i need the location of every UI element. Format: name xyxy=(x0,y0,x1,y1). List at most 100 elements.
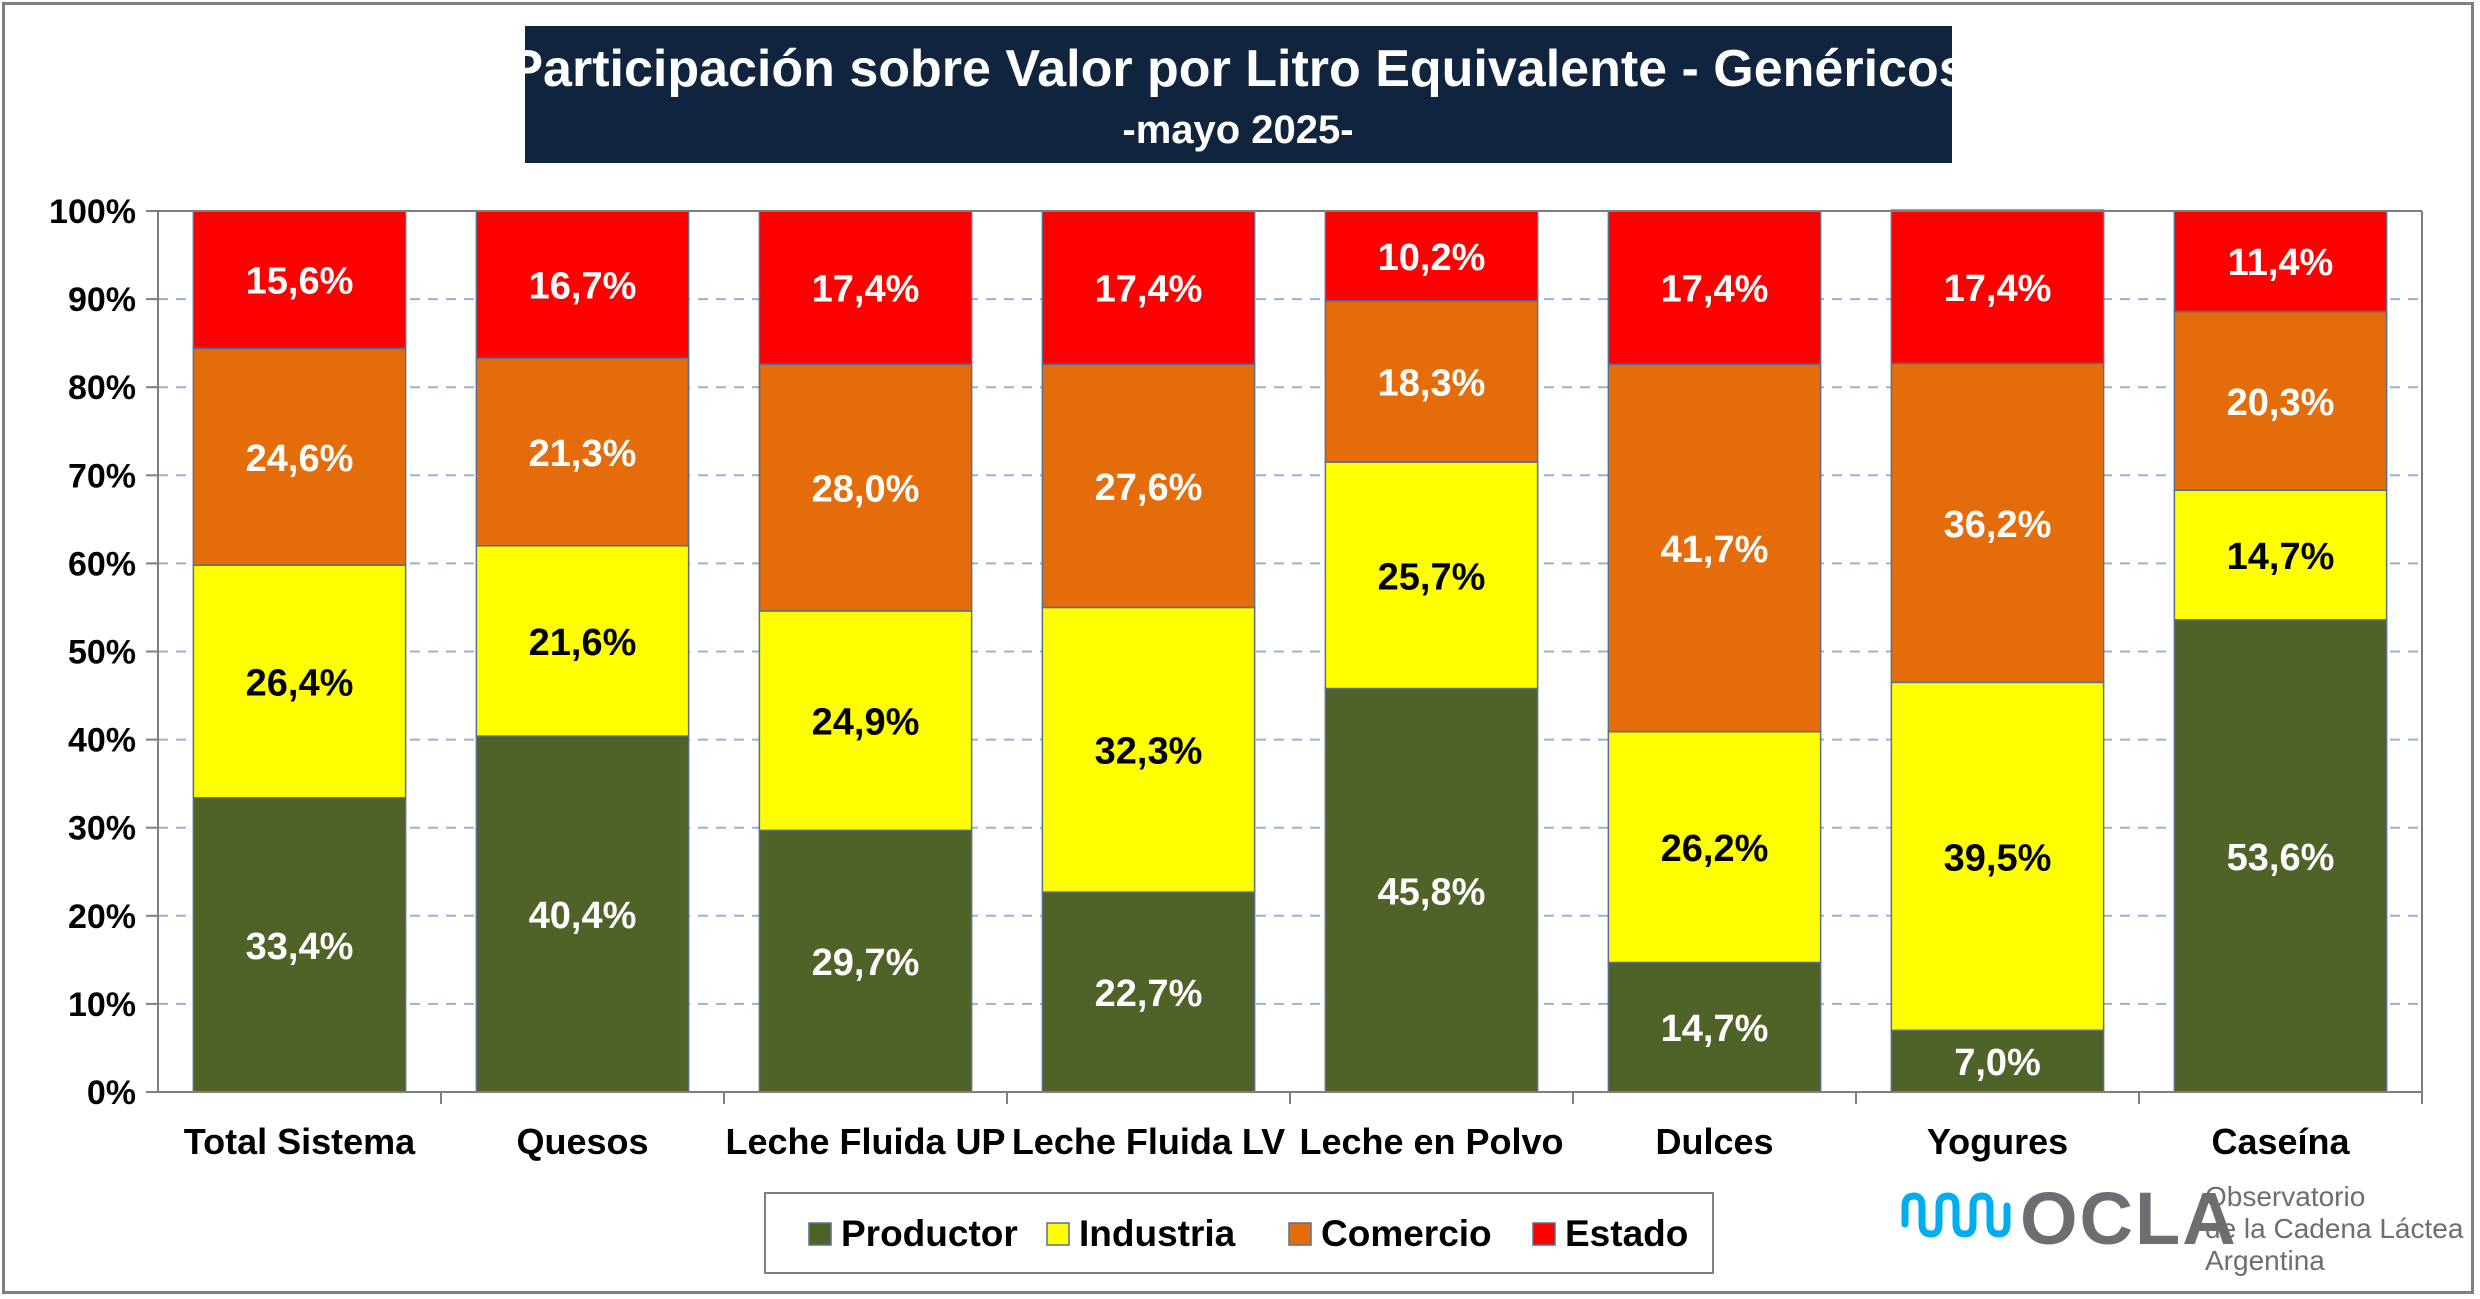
data-label-estado: 17,4% xyxy=(1661,269,1769,311)
data-label-productor: 22,7% xyxy=(1095,973,1203,1015)
data-label-comercio: 41,7% xyxy=(1661,529,1769,571)
logo-line1: Observatorio xyxy=(2205,1181,2365,1212)
data-label-industria: 21,6% xyxy=(529,622,637,664)
bar-segment-estado xyxy=(475,210,690,359)
bar-segment-comercio xyxy=(1324,300,1539,463)
data-label-comercio: 21,3% xyxy=(529,433,637,475)
bar-segment-comercio xyxy=(475,357,690,547)
bar-segment-comercio xyxy=(2173,310,2388,492)
bar-segment-productor xyxy=(1890,1029,2105,1093)
data-label-productor: 7,0% xyxy=(1954,1042,2041,1084)
bar-segment-industria xyxy=(1324,461,1539,690)
y-tick-label: 60% xyxy=(68,545,136,583)
bar-segment-comercio xyxy=(1041,363,1256,609)
bar-segment-comercio xyxy=(1890,362,2105,684)
y-tick-label: 30% xyxy=(68,810,136,848)
y-tick-label: 20% xyxy=(68,898,136,936)
data-label-comercio: 27,6% xyxy=(1095,467,1203,509)
data-label-comercio: 18,3% xyxy=(1378,362,1486,404)
ocla-logo: OCLA Observatorio de la Cadena Láctea Ar… xyxy=(1901,1177,2464,1276)
bar-segment-productor xyxy=(1607,961,1822,1093)
data-label-productor: 40,4% xyxy=(529,895,637,937)
x-tick-label: Caseína xyxy=(2211,1121,2350,1162)
y-tick-label: 40% xyxy=(68,722,136,760)
data-labels: 33,4% 26,4% 24,6% 15,6% 40,4% 21,6% 21,3% 16,7%… xyxy=(246,237,2335,1084)
axes: 0% 10% 20% 30% 40% 50% 60% 70% 80% 90% 100% Total S… xyxy=(49,193,2423,1162)
data-label-productor: 53,6% xyxy=(2227,837,2335,879)
data-label-productor: 14,7% xyxy=(1661,1008,1769,1050)
bar-segment-industria xyxy=(1607,730,1822,964)
y-tick-label: 100% xyxy=(49,193,136,231)
y-tick-label: 0% xyxy=(87,1074,136,1112)
x-tick-label: Leche Fluida UP xyxy=(725,1121,1005,1162)
x-tick-label: Yogures xyxy=(1927,1121,2068,1162)
bar-segment-estado xyxy=(1890,209,2105,365)
data-label-comercio: 20,3% xyxy=(2227,382,2335,424)
legend-label-estado: Estado xyxy=(1565,1213,1688,1254)
data-label-industria: 39,5% xyxy=(1944,837,2052,879)
x-tick-label: Leche en Polvo xyxy=(1299,1121,1563,1162)
data-label-industria: 25,7% xyxy=(1378,556,1486,598)
bar-segment-industria xyxy=(475,545,690,737)
bar-segment-estado xyxy=(2173,210,2388,313)
bar-segment-estado xyxy=(1041,210,1256,366)
x-tick-label: Total Sistema xyxy=(184,1121,416,1162)
ocla-wave-icon xyxy=(1901,1192,2011,1238)
data-label-estado: 17,4% xyxy=(812,269,920,311)
data-label-estado: 15,6% xyxy=(246,261,354,303)
logo-wordmark: OCLA xyxy=(2020,1177,2238,1260)
data-label-productor: 45,8% xyxy=(1378,871,1486,913)
y-tick-label: 70% xyxy=(68,457,136,495)
y-tick-label: 10% xyxy=(68,986,136,1024)
bar-segment-estado xyxy=(758,210,973,366)
chart-title-box: Participación sobre Valor por Litro Equi… xyxy=(508,26,1968,163)
legend-label-industria: Industria xyxy=(1079,1213,1236,1254)
x-tick-label: Dulces xyxy=(1655,1121,1773,1162)
legend-label-productor: Productor xyxy=(841,1213,1018,1254)
bar-segment-industria xyxy=(1041,606,1256,893)
data-label-comercio: 36,2% xyxy=(1944,504,2052,546)
data-label-industria: 32,3% xyxy=(1095,731,1203,773)
legend-swatch-estado xyxy=(1532,1222,1556,1246)
x-tick-label: Leche Fluida LV xyxy=(1012,1121,1285,1162)
legend-swatch-industria xyxy=(1046,1222,1070,1246)
bar-segment-productor xyxy=(475,735,690,1093)
data-label-estado: 16,7% xyxy=(529,266,637,308)
bar-segment-industria xyxy=(192,564,407,799)
data-label-estado: 11,4% xyxy=(2228,242,2334,284)
bar-segment-productor xyxy=(758,829,973,1093)
bar-segment-industria xyxy=(2173,489,2388,621)
logo-line3: Argentina xyxy=(2205,1245,2325,1276)
y-tick-label: 90% xyxy=(68,281,136,319)
data-label-estado: 17,4% xyxy=(1095,269,1203,311)
title-background xyxy=(525,26,1952,163)
chart-title: Participación sobre Valor por Litro Equi… xyxy=(508,40,1967,98)
bar-segment-comercio xyxy=(758,363,973,612)
data-label-estado: 10,2% xyxy=(1378,237,1486,279)
data-label-comercio: 28,0% xyxy=(812,469,920,511)
data-label-industria: 26,4% xyxy=(246,662,354,704)
bar-segment-estado xyxy=(192,210,407,350)
data-label-industria: 24,9% xyxy=(812,702,920,744)
bar-segment-comercio xyxy=(1607,363,1822,733)
data-label-comercio: 24,6% xyxy=(246,438,354,480)
data-label-productor: 33,4% xyxy=(246,926,354,968)
data-label-industria: 14,7% xyxy=(2227,536,2335,578)
y-tick-label: 50% xyxy=(68,634,136,672)
legend-swatch-productor xyxy=(808,1222,832,1246)
data-label-productor: 29,7% xyxy=(812,942,920,984)
bar-segment-productor xyxy=(1041,891,1256,1093)
bar-segment-productor xyxy=(1324,687,1539,1093)
bar-segment-estado xyxy=(1607,210,1822,366)
bar-segment-industria xyxy=(758,610,973,832)
legend-swatch-comercio xyxy=(1288,1222,1312,1246)
legend: Productor Industria Comercio Estado xyxy=(764,1192,1714,1274)
bars xyxy=(192,209,2388,1093)
logo-line2: de la Cadena Láctea xyxy=(2205,1213,2464,1244)
x-tick-label: Quesos xyxy=(516,1121,648,1162)
chart-subtitle: -mayo 2025- xyxy=(1122,108,1353,152)
data-label-estado: 17,4% xyxy=(1944,268,2052,310)
y-tick-label: 80% xyxy=(68,369,136,407)
bar-segment-comercio xyxy=(192,347,407,566)
